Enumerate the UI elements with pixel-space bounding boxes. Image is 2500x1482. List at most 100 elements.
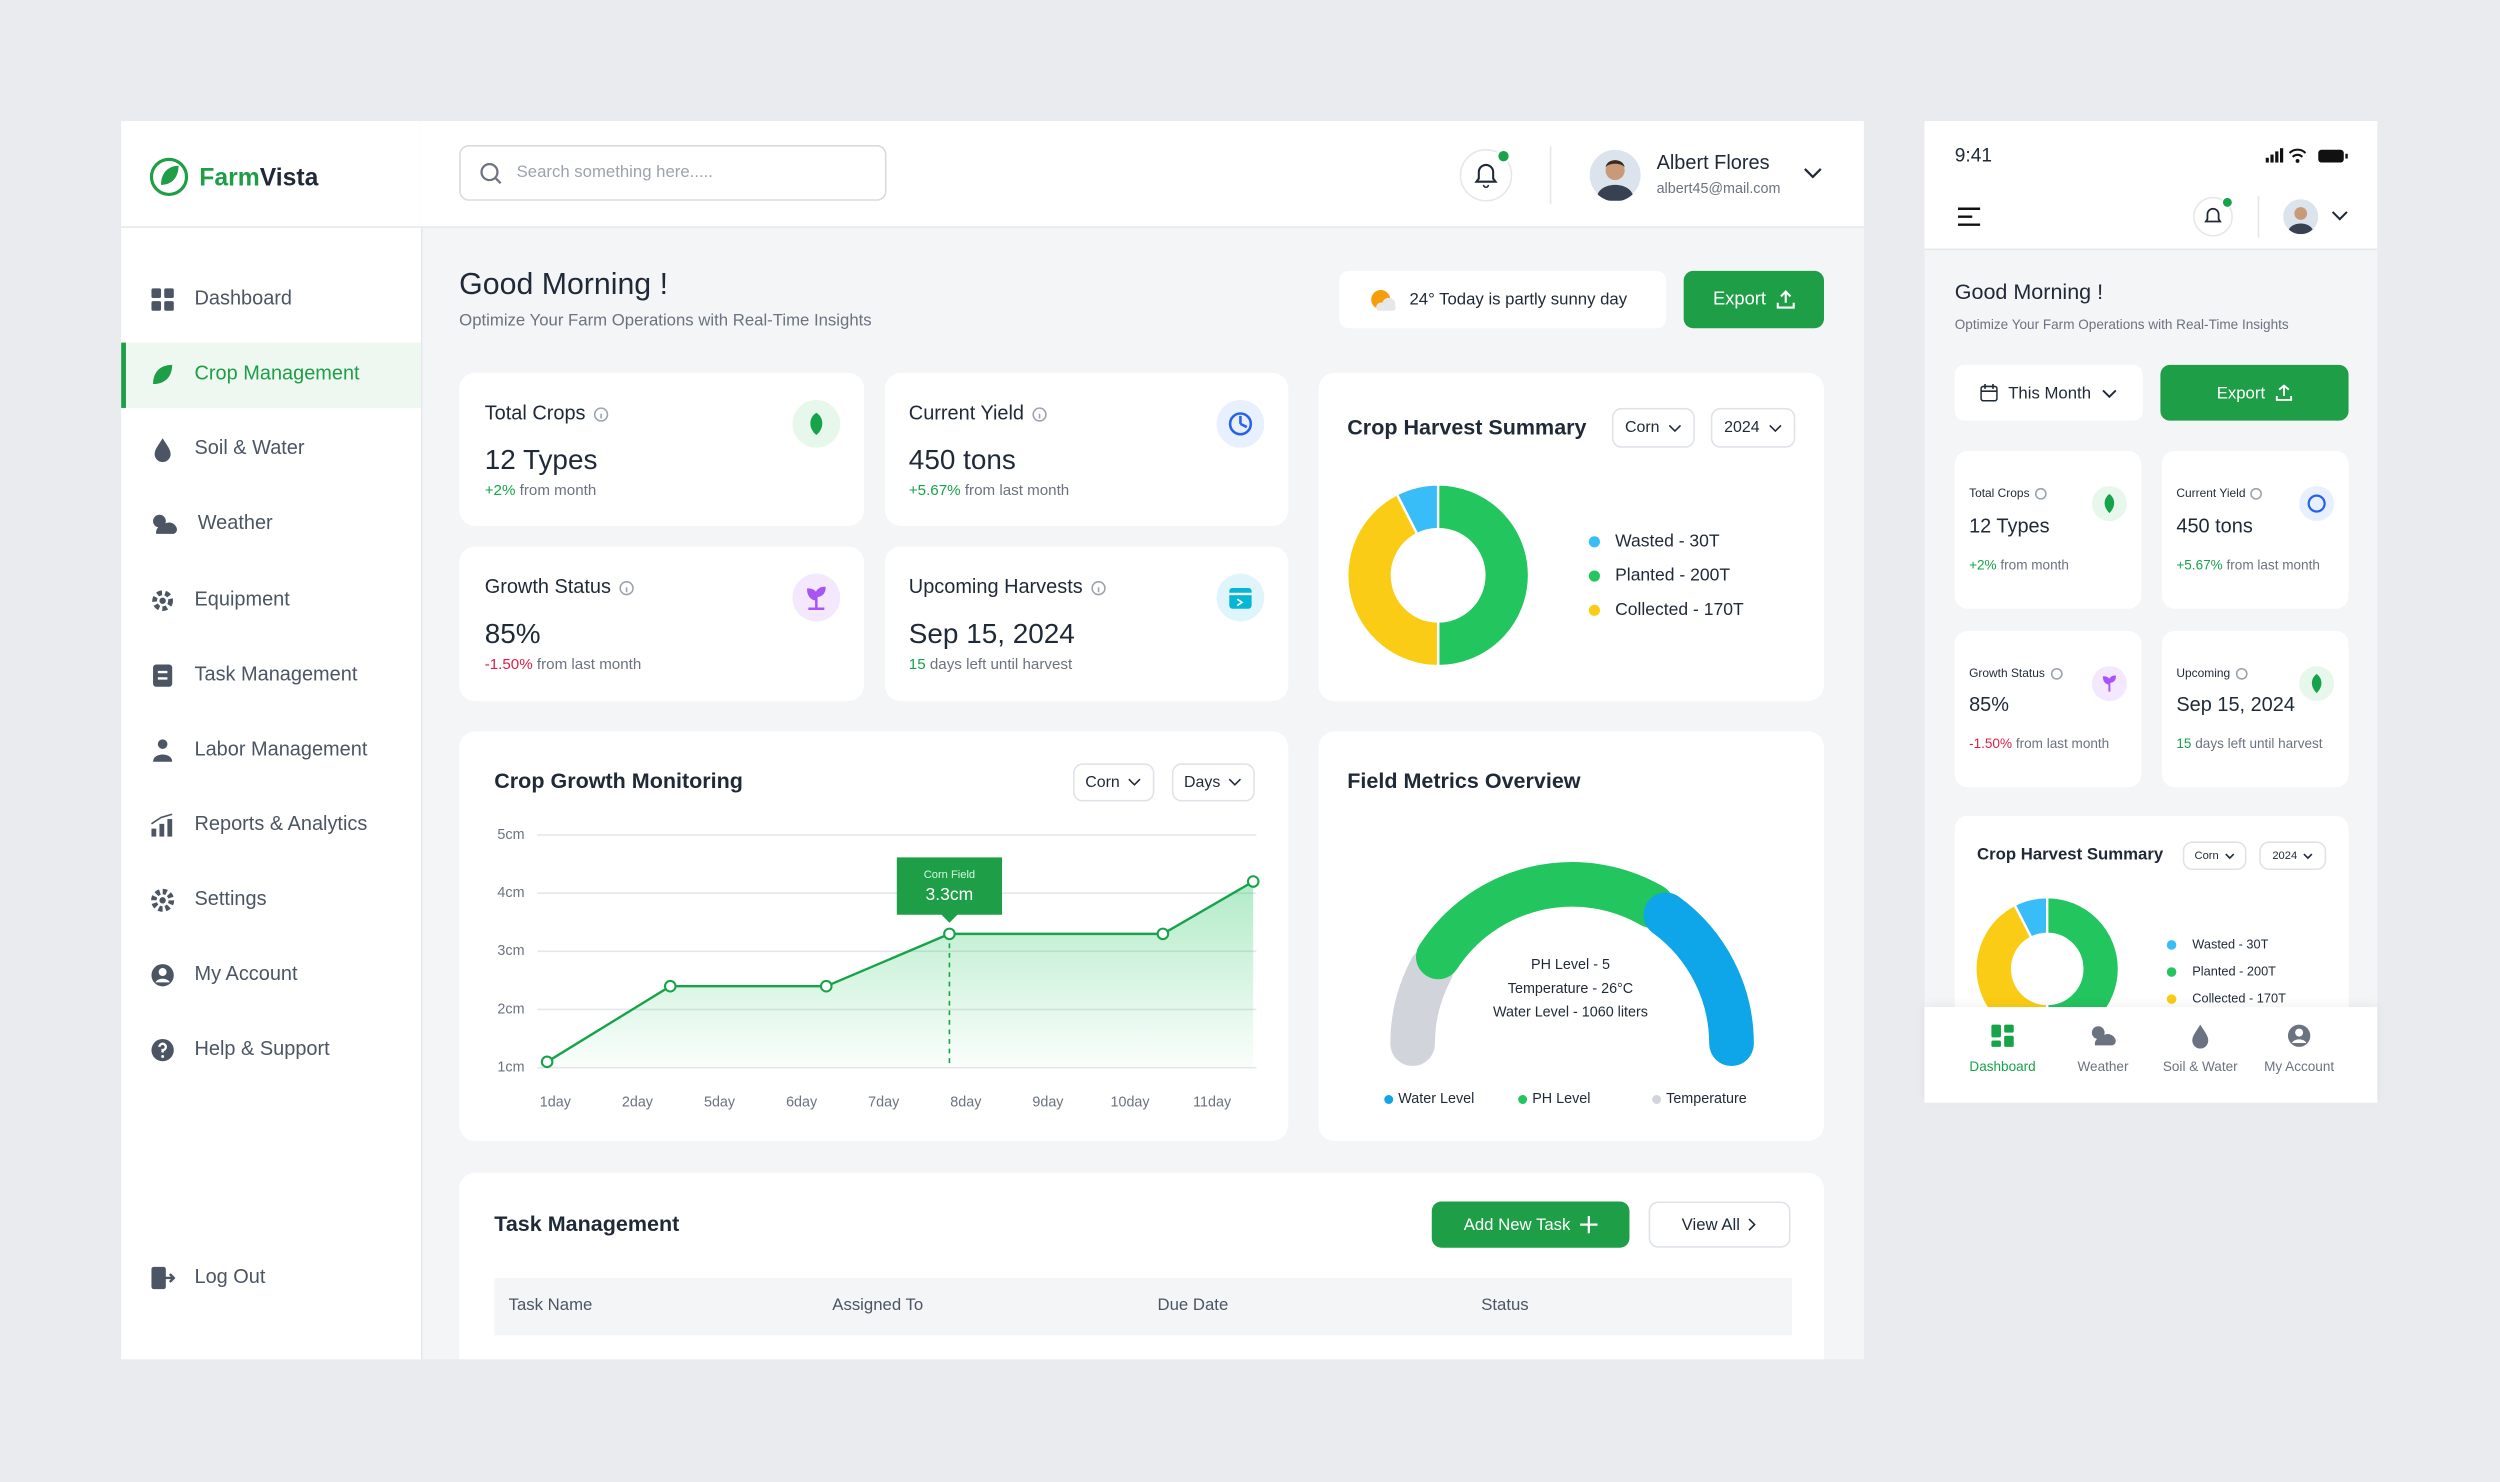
stat-value: 12 Types xyxy=(484,443,598,476)
legend-dot xyxy=(1588,536,1600,548)
legend-dot xyxy=(2166,967,2177,977)
stat-icon xyxy=(2091,666,2127,702)
search-icon xyxy=(480,163,502,185)
nav-item[interactable]: Crop Management xyxy=(150,362,360,387)
stat-note: from last month xyxy=(2015,735,2110,752)
y-tick-label: 3cm xyxy=(497,943,524,959)
nav-item[interactable]: Settings xyxy=(150,888,267,913)
filter-dropdown[interactable]: Days xyxy=(1171,763,1255,802)
button-label: View All xyxy=(1681,1215,1740,1235)
nav-label: Weather xyxy=(197,511,273,535)
nav-item[interactable]: Dashboard xyxy=(150,287,292,312)
stat-value: 12 Types xyxy=(1969,514,2050,538)
weather-icon xyxy=(1371,290,1396,311)
nav-item[interactable]: My Account xyxy=(150,962,298,987)
point xyxy=(943,927,956,941)
avatar xyxy=(2283,199,2319,235)
filter-dropdown[interactable]: Corn xyxy=(1073,763,1155,802)
export-button[interactable]: Export xyxy=(1683,270,1824,329)
gauge-line: PH Level - 5 xyxy=(1530,956,1610,973)
point xyxy=(1246,875,1260,888)
bell-button[interactable] xyxy=(2192,196,2237,241)
info-icon xyxy=(594,407,609,422)
weather-pill: 24° Today is partly sunny day xyxy=(1339,270,1667,329)
tab[interactable]: My Account xyxy=(2251,1023,2347,1087)
nav-icon xyxy=(151,1266,176,1290)
filter-dropdown[interactable]: Corn xyxy=(1611,407,1695,448)
filter-label: Corn xyxy=(2194,850,2219,862)
add-task-button[interactable]: Add New Task xyxy=(1431,1201,1630,1248)
bell-button[interactable] xyxy=(1457,147,1514,204)
point xyxy=(1156,927,1170,941)
stat-change: +5.67% from last month xyxy=(909,483,1069,501)
tab-bar xyxy=(1924,1007,2378,1103)
view-all-button[interactable]: View All xyxy=(1648,1201,1791,1248)
tab[interactable]: Weather xyxy=(2055,1023,2151,1087)
nav-item[interactable]: Labor Management xyxy=(150,738,367,763)
search-box[interactable] xyxy=(459,145,887,201)
nav-label: Help & Support xyxy=(194,1037,330,1060)
stat-change: +2% from month xyxy=(1969,557,2069,573)
plus-icon xyxy=(1580,1215,1598,1234)
donut-segment xyxy=(1974,903,2049,1008)
header-divider xyxy=(2257,196,2260,238)
gauge xyxy=(1384,862,1754,1104)
nav-icon xyxy=(151,964,174,987)
gauge-line: Temperature - 26°C xyxy=(1507,980,1634,997)
nav-label: Reports & Analytics xyxy=(194,812,368,836)
filter-label: Corn xyxy=(1624,419,1660,437)
chevron[interactable] xyxy=(1803,166,1822,182)
filter-dropdown[interactable]: Corn xyxy=(2182,841,2247,871)
table-header xyxy=(494,1277,1793,1336)
legend-dot xyxy=(1588,570,1600,582)
tab-label: Weather xyxy=(2077,1058,2129,1075)
column-header: Task Name xyxy=(508,1295,593,1315)
tab[interactable]: Dashboard xyxy=(1955,1023,2051,1087)
upload-icon xyxy=(1776,290,1795,309)
tab[interactable]: Soil & Water xyxy=(2152,1023,2248,1087)
stat-icon xyxy=(792,399,841,448)
nav-label: Task Management xyxy=(194,663,358,686)
nav-active-bg xyxy=(121,342,421,408)
subtitle: Optimize Your Farm Operations with Real-… xyxy=(459,311,872,331)
x-tick-label: 6day xyxy=(786,1094,818,1110)
stat-card xyxy=(459,372,865,526)
sidebar xyxy=(121,121,423,1360)
subtitle: Optimize Your Farm Operations with Real-… xyxy=(1954,316,2289,332)
nav-item[interactable]: Task Management xyxy=(150,663,357,688)
menu-icon[interactable] xyxy=(1957,207,1981,226)
export-button[interactable]: Export xyxy=(2160,364,2349,421)
filter-dropdown[interactable]: 2024 xyxy=(1710,407,1796,448)
filter-dropdown[interactable]: 2024 xyxy=(2259,841,2327,871)
stat-delta: 15 xyxy=(908,656,926,674)
chevron[interactable] xyxy=(2331,210,2349,223)
filter-label: Corn xyxy=(1085,773,1120,792)
donut-segment xyxy=(1346,492,1440,668)
period-dropdown[interactable]: This Month xyxy=(1954,364,2143,421)
logout[interactable]: Log Out xyxy=(150,1265,265,1290)
chevron xyxy=(1128,778,1142,786)
nav-item[interactable]: Weather xyxy=(150,512,273,537)
chevron xyxy=(1768,424,1781,432)
status-icons xyxy=(2265,148,2348,163)
stat-label-text: Upcoming xyxy=(2176,665,2231,681)
annotation-title: Corn Field xyxy=(924,869,975,881)
info-icon xyxy=(1032,407,1048,422)
tab-icon xyxy=(2091,1026,2116,1046)
weather-text: 24° Today is partly sunny day xyxy=(1409,290,1628,310)
stat-delta: 15 xyxy=(2176,735,2192,752)
nav-label: Soil & Water xyxy=(194,436,305,460)
stat-card xyxy=(1954,631,2142,788)
nav-item[interactable]: Soil & Water xyxy=(150,436,305,463)
stat-label-text: Total Crops xyxy=(1969,485,2030,501)
stat-value: 450 tons xyxy=(2176,514,2253,538)
upload-icon xyxy=(2275,384,2292,401)
nav-item[interactable]: Reports & Analytics xyxy=(150,813,367,838)
brand-second: Vista xyxy=(259,164,319,192)
header-divider xyxy=(1549,146,1552,204)
nav-icon xyxy=(153,364,173,385)
nav-item[interactable]: Help & Support xyxy=(150,1037,330,1062)
field-card xyxy=(1318,731,1824,1141)
nav-item[interactable]: Equipment xyxy=(150,588,290,613)
